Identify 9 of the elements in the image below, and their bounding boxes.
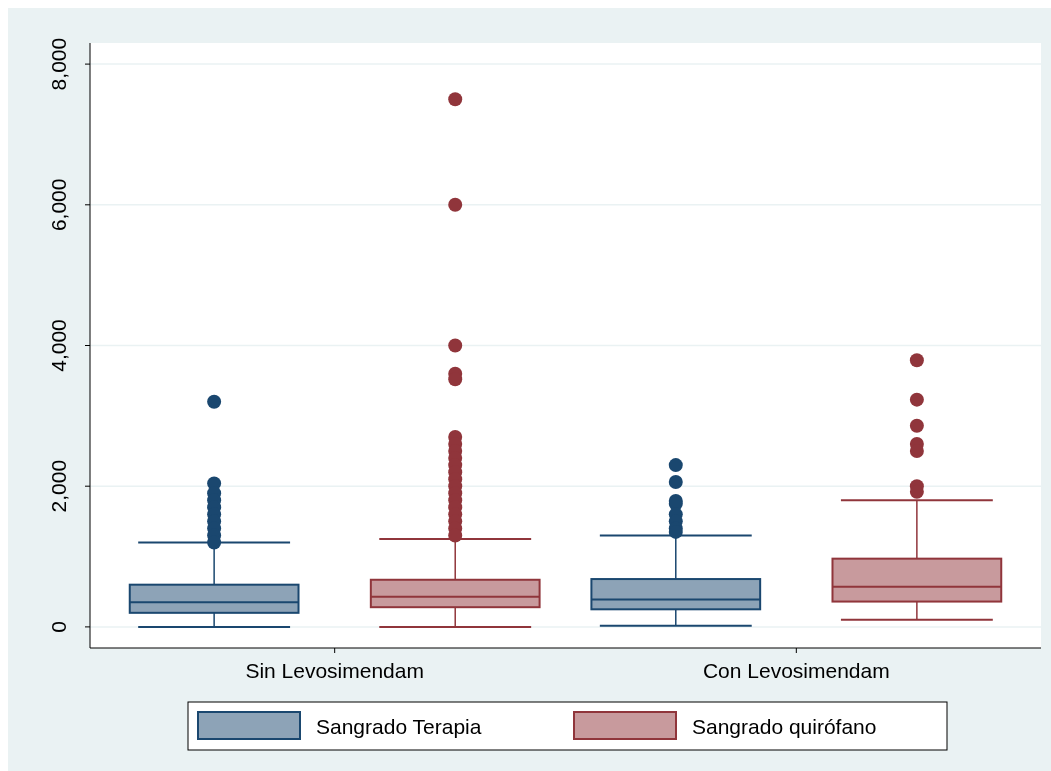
y-tick-label: 2,000 (47, 459, 70, 513)
x-tick-label: Con Levosimendam (702, 659, 890, 682)
legend-label: Sangrado quirófano (692, 715, 877, 738)
y-tick-label: 0 (47, 621, 70, 633)
legend-label: Sangrado Terapia (316, 715, 482, 738)
y-tick-label: 6,000 (47, 178, 70, 232)
x-tick-label: Sin Levosimendam (245, 659, 424, 682)
y-tick-label: 8,000 (47, 37, 70, 91)
y-tick-label: 4,000 (47, 319, 70, 372)
